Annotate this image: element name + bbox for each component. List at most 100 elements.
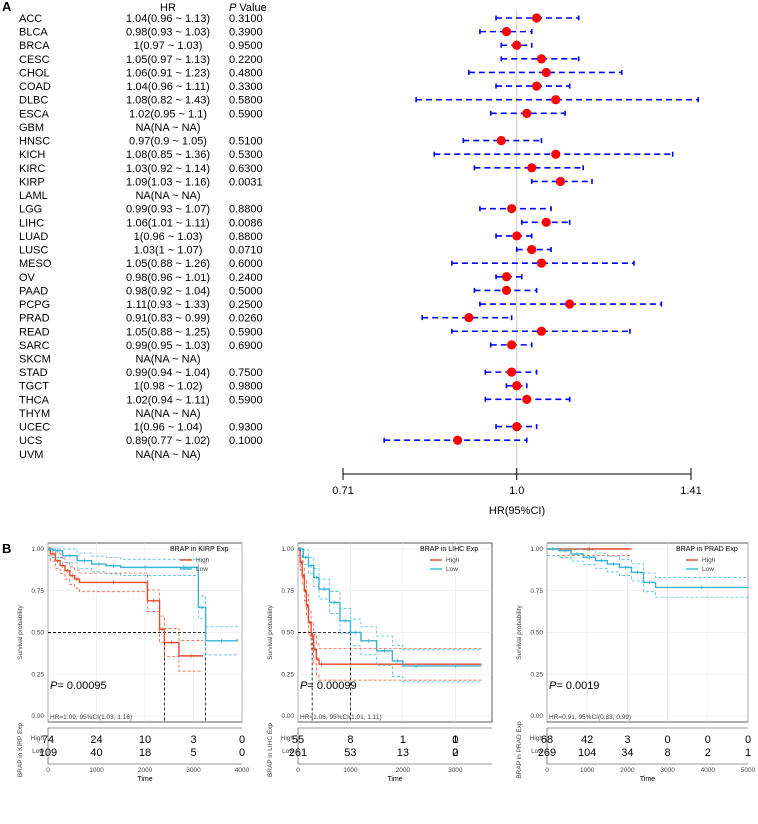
risk-count: 0 — [452, 747, 458, 759]
forest-row: TGCT 1(0.98 ~ 1.02) 0.9800 — [19, 381, 528, 393]
cancer-label: LIHC — [19, 217, 44, 229]
cancer-label: CHOL — [19, 67, 50, 79]
hr-ci-text: 1(0.97 ~ 1.03) — [134, 40, 203, 52]
hr-ci-text: 0.99(0.93 ~ 1.07) — [126, 204, 210, 216]
hr-ci-text: 1.03(1 ~ 1.07) — [134, 245, 203, 257]
hr-ci-text: 1.08(0.82 ~ 1.43) — [126, 95, 210, 107]
y-tick-label: 0.25 — [281, 671, 294, 678]
cancer-label: ACC — [19, 13, 42, 25]
y-tick-label: 0.50 — [31, 630, 44, 637]
p-value-text: 0.5900 — [229, 326, 263, 338]
risk-count: 269 — [538, 747, 556, 759]
ci-lower-band — [48, 555, 204, 672]
hr-ci-label: HR=1.06, 95%CI(1.01, 1.11) — [300, 714, 382, 721]
p-value-text: 0.5000 — [229, 285, 263, 297]
forest-row: UCEC 1(0.96 ~ 1.04) 0.9300 — [19, 422, 538, 434]
p-value-text: 0.0031 — [229, 176, 263, 188]
forest-row: CESC 1.05(0.97 ~ 1.13) 0.2200 — [19, 54, 580, 66]
hr-ci-text: 1.04(0.96 ~ 1.11) — [126, 81, 209, 93]
risk-count: 0 — [452, 734, 458, 746]
hr-point — [541, 217, 551, 227]
risk-count: 2 — [705, 747, 711, 759]
p-column-header: P Value — [229, 2, 267, 14]
hr-point — [536, 326, 547, 336]
x-tick-label: 2000 — [138, 767, 153, 774]
x-tick-label: 3000 — [660, 767, 675, 774]
p-value-text: 0.5100 — [229, 136, 263, 148]
forest-row: CHOL 1.06(0.91 ~ 1.23) 0.4800 — [19, 67, 623, 79]
x-tick-label: 1000 — [89, 767, 104, 774]
p-italic: P — [50, 680, 58, 692]
p-value: P= 0.0019 — [549, 680, 599, 692]
hr-ci-text: NA(NA ~ NA) — [135, 190, 200, 202]
forest-row: UCS 0.89(0.77 ~ 1.02) 0.1000 — [19, 435, 528, 447]
p-value-text: 0.5300 — [229, 149, 263, 161]
risk-count: 74 — [42, 734, 54, 746]
km-xlabel: Time — [137, 776, 152, 783]
forest-row: COAD 1.04(0.96 ~ 1.11) 0.3300 — [19, 81, 571, 93]
hr-point — [565, 299, 575, 309]
ci-upper-band — [48, 548, 238, 628]
hr-point — [532, 13, 542, 23]
forest-row: SKCM NA(NA ~ NA) — [19, 354, 201, 366]
forest-rows: ACC 1.04(0.96 ~ 1.13) 0.3100 BLCA 0.98(0.93 … — [19, 10, 699, 465]
cancer-label: DLBC — [19, 95, 48, 107]
hr-ci-text: 0.91(0.83 ~ 0.99) — [126, 313, 210, 325]
forest-row: GBM NA(NA ~ NA) — [19, 122, 201, 134]
hr-ci-text: NA(NA ~ NA) — [135, 449, 200, 461]
risk-count: 42 — [581, 734, 593, 746]
forest-row: PCPG 1.11(0.93 ~ 1.33) 0.2500 — [19, 299, 663, 311]
ci-upper-band — [48, 548, 204, 641]
risk-ylabel: BRAP in PRAD Exp — [516, 721, 523, 779]
cancer-label: PRAD — [19, 313, 50, 325]
forest-row: READ 1.05(0.88 ~ 1.25) 0.5900 — [19, 326, 631, 338]
ci-lower-band — [48, 555, 238, 656]
risk-row-name: High — [31, 735, 45, 742]
forest-row: BLCA 0.98(0.93 ~ 1.03) 0.3900 — [19, 27, 533, 39]
p-value-text: 0.7500 — [229, 367, 263, 379]
risk-count: 0 — [705, 734, 711, 746]
p-value-text: 0.1000 — [229, 435, 263, 447]
hr-column-header: HR — [160, 2, 176, 14]
km-ylabel: Survival probability — [516, 604, 523, 659]
forest-row: BRCA 1(0.97 ~ 1.03) 0.9500 — [19, 40, 533, 52]
hr-ci-text: 1.04(0.96 ~ 1.13) — [126, 13, 210, 25]
p-value-text: 0.9500 — [229, 40, 263, 52]
ci-lower-band — [298, 555, 482, 683]
forest-row: PAAD 0.98(0.92 ~ 1.04) 0.5000 — [19, 285, 538, 297]
cancer-label: THYM — [19, 408, 50, 420]
risk-count: 34 — [621, 747, 633, 759]
hr-ci-text: 0.99(0.95 ~ 1.03) — [126, 340, 210, 352]
forest-row: LAML NA(NA ~ NA) — [19, 190, 201, 202]
risk-row-name: Low — [282, 748, 294, 755]
y-tick-label: 0.75 — [31, 588, 44, 595]
hr-ci-text: 0.98(0.92 ~ 1.04) — [126, 285, 210, 297]
hr-point — [501, 285, 512, 295]
p-value-text: 0.6300 — [229, 163, 263, 175]
ci-lower-band — [547, 555, 748, 598]
hr-point — [551, 95, 561, 105]
km-plot-lihc: 0.00 0.25 0.50 0.75 1.00 Survival probability… — [267, 542, 493, 783]
p-value-text: 0.8800 — [229, 231, 263, 243]
risk-count: 68 — [541, 734, 553, 746]
hr-ci-text: 0.98(0.93 ~ 1.03) — [126, 27, 210, 39]
risk-row-name: High — [530, 735, 544, 742]
p-value-text: 0.2200 — [229, 54, 263, 66]
survival-curve-low — [48, 548, 238, 642]
cancer-label: UVM — [19, 449, 43, 461]
risk-row-name: Low — [531, 748, 543, 755]
cancer-label: LAML — [19, 190, 48, 202]
legend-label: Low — [196, 566, 208, 573]
cancer-label: TGCT — [19, 381, 49, 393]
risk-count: 40 — [90, 747, 102, 759]
forest-row: MESO 1.05(0.88 ~ 1.26) 0.6000 — [19, 258, 635, 270]
forest-row: KICH 1.08(0.85 ~ 1.36) 0.5300 — [19, 149, 674, 161]
hr-ci-text: 1.05(0.88 ~ 1.25) — [126, 326, 210, 338]
p-value: P= 0.00095 — [50, 680, 107, 692]
y-tick-label: 1.00 — [31, 546, 44, 553]
hr-ci-text: 1(0.96 ~ 1.03) — [134, 231, 203, 243]
risk-count: 3 — [190, 734, 196, 746]
risk-count: 104 — [578, 747, 596, 759]
hr-ci-text: 1.11(0.93 ~ 1.33) — [126, 299, 209, 311]
cancer-label: THCA — [19, 394, 50, 406]
